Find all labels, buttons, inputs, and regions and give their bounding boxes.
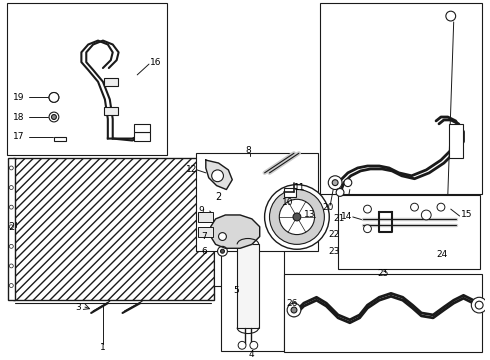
Text: 5: 5 <box>233 286 239 295</box>
Bar <box>104 107 118 115</box>
Circle shape <box>238 341 246 349</box>
Text: 4: 4 <box>249 350 255 359</box>
Bar <box>198 212 213 222</box>
Bar <box>220 229 284 351</box>
Bar <box>8 158 15 300</box>
Text: 10: 10 <box>282 198 294 207</box>
Circle shape <box>287 303 301 317</box>
Circle shape <box>364 205 371 213</box>
Circle shape <box>9 186 13 189</box>
Bar <box>50 94 58 100</box>
Bar <box>134 132 150 141</box>
Bar <box>134 124 150 132</box>
Text: 18: 18 <box>13 113 24 122</box>
Circle shape <box>270 189 324 244</box>
Bar <box>13 158 214 300</box>
Bar <box>449 124 464 158</box>
Circle shape <box>411 203 418 211</box>
Circle shape <box>437 203 445 211</box>
Circle shape <box>293 213 301 221</box>
Circle shape <box>471 297 487 313</box>
Circle shape <box>218 246 227 256</box>
Circle shape <box>446 11 456 21</box>
Text: 9: 9 <box>198 206 204 215</box>
Text: 16: 16 <box>150 58 162 67</box>
Text: 14: 14 <box>341 212 352 221</box>
Circle shape <box>265 185 329 249</box>
Circle shape <box>219 233 226 240</box>
Circle shape <box>336 189 344 196</box>
Circle shape <box>9 244 13 248</box>
Circle shape <box>9 284 13 288</box>
Text: 24: 24 <box>436 250 447 259</box>
Bar <box>54 136 66 140</box>
Text: 19: 19 <box>13 93 24 102</box>
Text: 6: 6 <box>201 247 207 256</box>
Circle shape <box>9 205 13 209</box>
Bar <box>7 3 167 155</box>
Circle shape <box>328 176 342 189</box>
Circle shape <box>49 93 59 102</box>
Circle shape <box>291 307 297 313</box>
Text: 2: 2 <box>8 222 14 232</box>
Circle shape <box>51 114 56 120</box>
Circle shape <box>475 301 483 309</box>
Circle shape <box>9 225 13 229</box>
Text: 21: 21 <box>333 215 344 224</box>
Bar <box>284 274 482 352</box>
Circle shape <box>250 341 258 349</box>
Bar <box>338 195 480 269</box>
Text: 13: 13 <box>304 211 315 220</box>
Text: 23: 23 <box>328 247 340 256</box>
Bar <box>284 188 296 197</box>
Text: 8: 8 <box>245 146 251 155</box>
Text: 15: 15 <box>461 211 472 220</box>
Text: 25: 25 <box>377 269 389 278</box>
Bar <box>104 78 118 86</box>
Bar <box>237 244 259 328</box>
Text: 3: 3 <box>75 303 81 312</box>
Text: 7: 7 <box>201 232 207 241</box>
Bar <box>214 197 233 285</box>
Text: 22: 22 <box>328 230 340 239</box>
Polygon shape <box>211 215 260 248</box>
Circle shape <box>344 179 352 186</box>
Text: 1: 1 <box>100 343 106 352</box>
Circle shape <box>49 93 59 102</box>
Text: 12: 12 <box>186 165 197 174</box>
Bar <box>320 3 482 194</box>
Circle shape <box>212 170 223 182</box>
Polygon shape <box>206 160 232 189</box>
Circle shape <box>364 225 371 233</box>
Circle shape <box>9 166 13 170</box>
Bar <box>196 153 318 251</box>
Circle shape <box>332 180 338 186</box>
Circle shape <box>49 112 59 122</box>
Text: 11: 11 <box>294 183 305 192</box>
Circle shape <box>421 210 431 220</box>
Text: 20: 20 <box>322 203 334 212</box>
Circle shape <box>279 199 315 235</box>
Text: 17: 17 <box>13 132 24 141</box>
Circle shape <box>220 249 224 253</box>
Text: 2: 2 <box>216 192 222 202</box>
Circle shape <box>9 264 13 268</box>
Bar <box>198 227 213 237</box>
Text: 26: 26 <box>286 299 297 308</box>
Bar <box>214 193 233 200</box>
